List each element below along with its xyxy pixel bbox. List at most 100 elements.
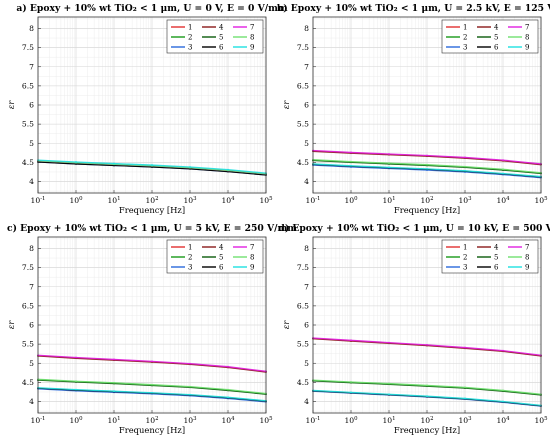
chart-a-x-tick-label: 10-1 — [31, 196, 46, 205]
chart-d-series-8-point — [388, 382, 390, 385]
chart-c-x-tick-label: 103 — [183, 416, 197, 425]
chart-panel-d: d) Epoxy + 10% wt TiO₂ < 1 μm, U = 10 kV… — [275, 220, 550, 439]
chart-c-series-8-point — [189, 385, 191, 388]
chart-a-legend-label-7: 7 — [250, 24, 254, 32]
chart-c-series-9-point — [227, 396, 229, 399]
chart-b-series-8-point — [388, 162, 390, 165]
chart-a-legend-label-9: 9 — [250, 44, 254, 52]
chart-a-series-9-point — [227, 168, 229, 171]
chart-b-legend-label-5: 5 — [494, 34, 498, 42]
chart-c-y-tick-label: 6 — [29, 321, 34, 330]
chart-a-legend-label-5: 5 — [219, 34, 223, 42]
chart-b-x-tick-label: 100 — [344, 196, 358, 205]
chart-d-y-tick-label: 4.5 — [297, 378, 309, 387]
chart-c-y-tick-label: 7 — [29, 282, 34, 291]
chart-d-y-tick-label: 7.5 — [297, 263, 309, 272]
chart-a-legend-label-4: 4 — [219, 24, 224, 32]
chart-c-x-tick-label: 101 — [107, 416, 120, 425]
chart-c-series-7-point — [227, 365, 229, 368]
chart-d-svg: d) Epoxy + 10% wt TiO₂ < 1 μm, U = 10 kV… — [278, 223, 550, 435]
chart-d-legend-label-7: 7 — [525, 244, 529, 252]
chart-b-series-9-point — [502, 172, 504, 175]
chart-d-legend-label-8: 8 — [525, 254, 529, 262]
chart-d-series-7-point — [426, 343, 428, 346]
chart-panel-a: a) Epoxy + 10% wt TiO₂ < 1 μm, U = 0 V, … — [0, 0, 288, 219]
chart-d-series-8-point — [464, 386, 466, 389]
chart-c-x-tick-label: 100 — [69, 416, 83, 425]
chart-c-legend-label-8: 8 — [250, 254, 254, 262]
chart-b-series-group — [312, 149, 542, 179]
chart-c-y-tick-label: 5 — [29, 359, 34, 368]
chart-d-x-tick-label: 101 — [382, 416, 395, 425]
chart-b-legend-label-9: 9 — [525, 44, 529, 52]
chart-d-y-axis-label: εr — [281, 320, 291, 329]
chart-a-axes-frame — [37, 16, 267, 194]
chart-d-series-7-point — [464, 346, 466, 349]
chart-c-x-axis-label: Frequency [Hz] — [119, 425, 185, 435]
chart-d-series-7-point — [388, 341, 390, 344]
chart-c-series-8-point — [75, 380, 77, 383]
chart-b-x-tick-label: 105 — [534, 196, 548, 205]
chart-a-series-9-point — [151, 164, 153, 166]
chart-b-series-7-point — [350, 151, 352, 154]
chart-a-x-tick-label: 103 — [183, 196, 197, 205]
chart-c-legend-label-5: 5 — [219, 254, 223, 262]
chart-c-series-7-point — [75, 356, 77, 359]
chart-c-y-tick-label: 4.5 — [22, 378, 34, 387]
chart-a-y-tick-label: 4 — [29, 177, 34, 186]
chart-a-x-tick-label: 105 — [259, 196, 273, 205]
chart-d-title: d) Epoxy + 10% wt TiO₂ < 1 μm, U = 10 kV… — [278, 223, 550, 234]
chart-d-legend-label-6: 6 — [494, 264, 499, 272]
chart-d-series-9-point — [502, 400, 504, 403]
chart-d-legend-label-5: 5 — [494, 254, 498, 262]
chart-b-series-8-point — [464, 165, 466, 168]
chart-c-series-8-point — [113, 381, 115, 384]
chart-d-legend-label-1: 1 — [463, 244, 467, 252]
chart-b-series-8-point — [350, 160, 352, 163]
chart-b-legend-label-1: 1 — [463, 24, 467, 32]
chart-b-legend-label-6: 6 — [494, 44, 499, 52]
chart-d-legend-label-3: 3 — [463, 264, 467, 272]
chart-c-legend-label-2: 2 — [188, 254, 192, 262]
chart-a-legend-label-1: 1 — [188, 24, 192, 32]
chart-b-series-7-point — [502, 159, 504, 161]
chart-b-x-tick-label: 102 — [420, 196, 433, 205]
chart-d-y-tick-label: 6.5 — [297, 301, 309, 310]
chart-b-x-tick-label: 103 — [458, 196, 472, 205]
chart-c-axes-frame — [37, 236, 267, 414]
chart-b-y-tick-label: 7.5 — [297, 43, 309, 52]
chart-d-y-tick-label: 4 — [304, 397, 309, 406]
chart-d-series-8-point — [502, 389, 504, 392]
chart-d-series-8-point — [426, 384, 428, 387]
chart-c-series-9-point — [113, 390, 115, 393]
chart-b-svg: b) Epoxy + 10% wt TiO₂ < 1 μm, U = 2.5 k… — [277, 3, 550, 215]
chart-d-series-7-point — [350, 339, 352, 342]
chart-b-y-tick-label: 5.5 — [297, 120, 309, 129]
chart-b-series-9-point — [350, 164, 352, 167]
chart-c-legend-label-6: 6 — [219, 264, 224, 272]
chart-d-series-7-point — [502, 349, 504, 352]
chart-b-y-tick-label: 6.5 — [297, 81, 309, 90]
chart-a-legend-label-6: 6 — [219, 44, 224, 52]
chart-a-y-axis-label: εr — [6, 100, 16, 109]
chart-c-series-9-point — [189, 393, 191, 396]
chart-c-x-tick-label: 102 — [145, 416, 158, 425]
chart-b-series-7-point — [464, 156, 466, 159]
chart-a-series-9-point — [189, 166, 191, 168]
chart-d-axes-frame — [312, 236, 542, 414]
chart-a-y-tick-label: 5.5 — [22, 120, 34, 129]
chart-c-series-9-point — [151, 391, 153, 394]
chart-c-legend-label-1: 1 — [188, 244, 192, 252]
chart-c-x-tick-label: 105 — [259, 416, 273, 425]
chart-b-x-tick-label: 10-1 — [306, 196, 321, 205]
chart-b-legend-label-8: 8 — [525, 34, 529, 42]
chart-b-x-tick-label: 104 — [496, 196, 510, 205]
chart-d-legend-label-2: 2 — [463, 254, 467, 262]
chart-d-y-tick-label: 5.5 — [297, 340, 309, 349]
chart-panel-c: c) Epoxy + 10% wt TiO₂ < 1 μm, U = 5 kV,… — [0, 220, 297, 439]
chart-b-x-axis-label: Frequency [Hz] — [394, 205, 460, 215]
chart-d-series-9-point — [350, 391, 352, 394]
chart-c-y-tick-label: 6.5 — [22, 301, 34, 310]
chart-d-y-tick-label: 6 — [304, 321, 309, 330]
chart-c-series-7-point — [189, 362, 191, 365]
